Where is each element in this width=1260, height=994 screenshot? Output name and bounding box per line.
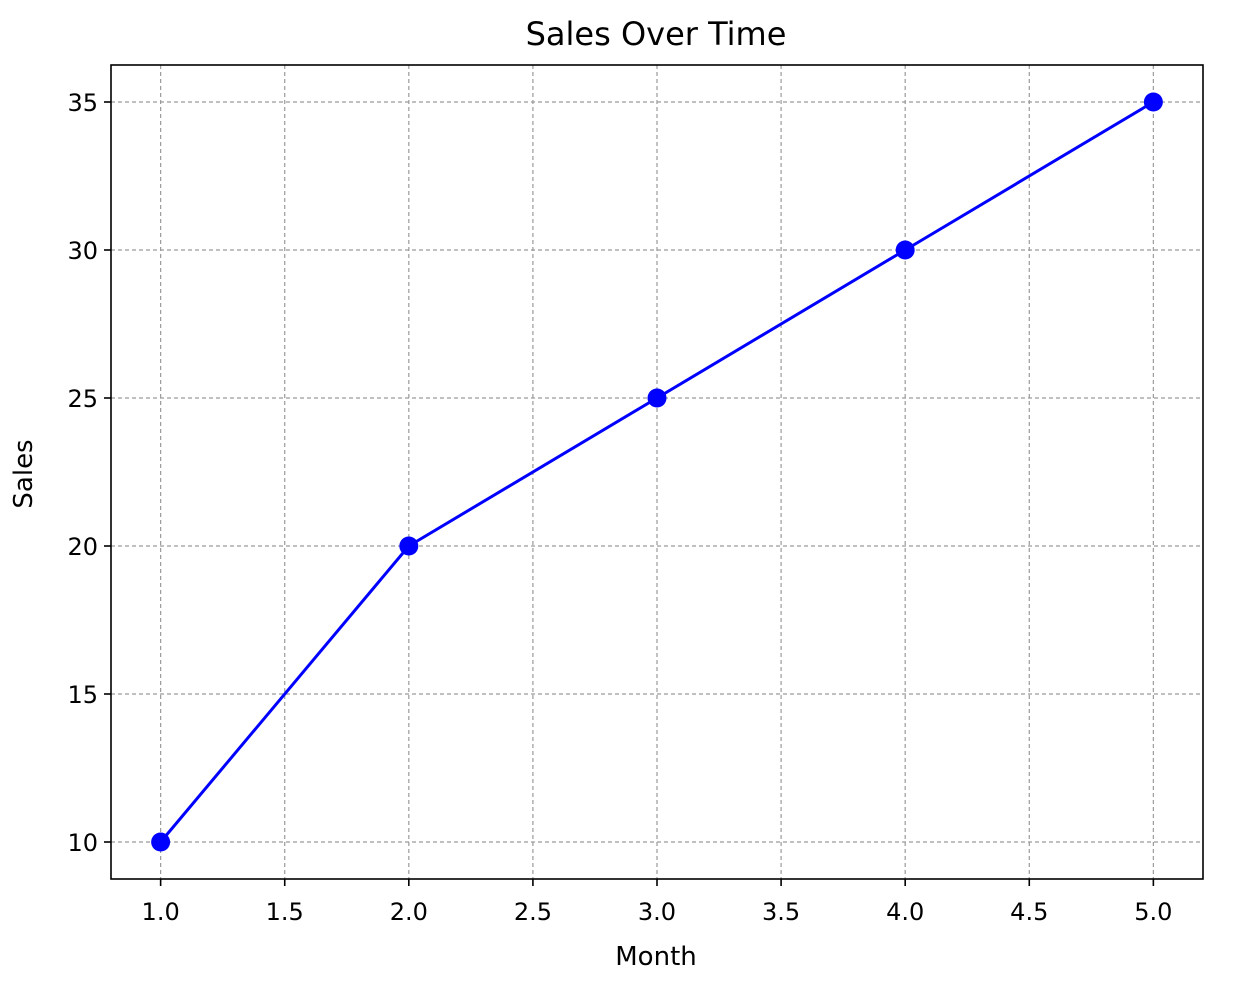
y-tick-label: 35 <box>67 89 98 117</box>
x-tick-label: 3.5 <box>762 898 800 926</box>
x-tick-label: 1.0 <box>142 898 180 926</box>
y-axis: 10 15 20 25 30 35 <box>67 89 111 857</box>
chart-title: Sales Over Time <box>526 15 787 53</box>
data-point <box>399 536 419 556</box>
y-axis-label: Sales <box>9 439 39 508</box>
x-tick-label: 3.0 <box>638 898 676 926</box>
data-point <box>647 388 667 408</box>
x-tick-label: 4.0 <box>886 898 924 926</box>
y-tick-label: 10 <box>67 829 98 857</box>
x-tick-label: 4.5 <box>1010 898 1048 926</box>
y-tick-label: 15 <box>67 681 98 709</box>
x-axis-label: Month <box>615 942 697 972</box>
series-layer <box>151 92 1163 852</box>
y-tick-label: 25 <box>67 385 98 413</box>
y-tick-label: 30 <box>67 237 98 265</box>
x-tick-label: 5.0 <box>1134 898 1172 926</box>
data-point <box>895 240 915 260</box>
data-point <box>1143 92 1163 112</box>
x-tick-label: 1.5 <box>266 898 304 926</box>
x-tick-label: 2.5 <box>514 898 552 926</box>
x-axis: 1.0 1.5 2.0 2.5 3.0 3.5 4.0 4.5 5.0 <box>142 879 1172 926</box>
y-tick-label: 20 <box>67 533 98 561</box>
grid-layer <box>111 65 1203 879</box>
x-tick-label: 2.0 <box>390 898 428 926</box>
data-point <box>151 832 171 852</box>
